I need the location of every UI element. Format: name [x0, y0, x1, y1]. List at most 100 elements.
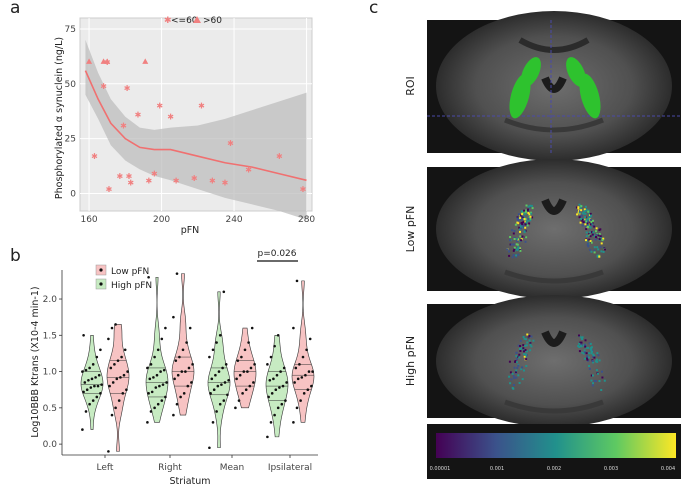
legend-label-le60: <=60	[171, 16, 198, 26]
ktrans-voxel	[530, 212, 533, 215]
ktrans-voxel	[519, 345, 522, 347]
ktrans-voxel	[590, 231, 593, 234]
ktrans-voxel	[588, 233, 590, 236]
ktrans-voxel	[514, 223, 517, 226]
ktrans-voxel	[598, 255, 601, 258]
ktrans-voxel	[512, 254, 515, 257]
ktrans-voxel	[585, 239, 587, 242]
colorbar-gradient	[436, 433, 676, 458]
ktrans-voxel	[519, 230, 521, 233]
x-tick-label: Ipsilateral	[268, 463, 312, 473]
ktrans-voxel	[529, 343, 532, 346]
data-point	[173, 377, 176, 381]
ktrans-voxel	[590, 250, 593, 253]
data-point	[83, 381, 87, 384]
mri-high-pfn-image	[427, 295, 681, 427]
ktrans-voxel	[515, 243, 518, 246]
ktrans-voxel	[511, 372, 514, 375]
ktrans-voxel	[588, 367, 591, 370]
legend-dot-low	[99, 268, 103, 272]
ktrans-voxel	[588, 226, 591, 228]
data-point	[95, 355, 99, 359]
ktrans-voxel	[589, 235, 592, 238]
data-point	[212, 388, 216, 392]
data-point	[266, 435, 269, 439]
ktrans-voxel	[523, 337, 526, 340]
data-point	[280, 402, 284, 406]
x-tick-label: 280	[298, 215, 315, 225]
ktrans-voxel	[525, 353, 527, 356]
ktrans-voxel	[593, 251, 596, 254]
data-point	[159, 370, 162, 373]
point-star: ✱	[91, 152, 98, 161]
ktrans-voxel	[526, 333, 529, 336]
ktrans-voxel	[585, 346, 588, 349]
ktrans-voxel	[599, 235, 602, 238]
data-point	[236, 359, 240, 362]
data-point	[155, 373, 159, 377]
ktrans-voxel	[591, 233, 594, 236]
data-point	[248, 384, 252, 388]
data-point	[249, 366, 253, 370]
ktrans-voxel	[580, 336, 583, 339]
ktrans-voxel	[582, 221, 585, 224]
mri-roi-image	[427, 11, 681, 161]
data-point	[94, 376, 97, 379]
ktrans-voxel	[520, 221, 523, 224]
data-point	[87, 378, 90, 382]
ktrans-voxel	[524, 223, 527, 226]
data-point	[123, 348, 127, 352]
ktrans-voxel	[600, 242, 603, 245]
y-tick-label: 75	[65, 25, 76, 35]
x-tick-label: 200	[153, 215, 170, 225]
colorbar-tick-label: 0.004	[661, 466, 675, 472]
data-point	[95, 395, 99, 399]
ktrans-voxel	[596, 352, 599, 355]
ktrans-voxel	[592, 355, 594, 358]
x-tick-label: Left	[97, 463, 114, 473]
ktrans-voxel	[521, 217, 524, 220]
data-point	[84, 410, 88, 413]
point-star: ✱	[117, 172, 124, 181]
ktrans-voxel	[531, 216, 534, 219]
data-point	[298, 363, 301, 366]
data-point	[276, 406, 280, 410]
ktrans-voxel	[580, 205, 583, 208]
data-point	[97, 373, 101, 377]
data-point	[238, 373, 242, 377]
data-point	[89, 386, 93, 389]
data-point	[84, 368, 88, 372]
legend-label-high: High pFN	[111, 281, 152, 291]
data-point	[208, 355, 211, 359]
panel-label-b: b	[10, 246, 21, 266]
legend-label-gt60: >60	[203, 16, 222, 26]
ktrans-voxel	[597, 372, 599, 375]
ktrans-voxel	[593, 354, 595, 357]
ktrans-voxel	[577, 206, 580, 209]
data-point	[99, 392, 102, 395]
ktrans-voxel	[521, 213, 524, 216]
ktrans-voxel	[524, 240, 527, 243]
data-point	[88, 402, 91, 406]
ktrans-voxel	[599, 246, 602, 249]
data-point	[302, 392, 306, 395]
ktrans-voxel	[577, 207, 580, 210]
point-star: ✱	[100, 82, 107, 91]
data-point	[99, 348, 102, 352]
ktrans-voxel	[592, 231, 595, 234]
ktrans-voxel	[583, 351, 586, 354]
confidence-band	[85, 39, 307, 220]
ktrans-voxel	[578, 203, 581, 206]
data-point	[220, 383, 223, 386]
legend: ✱ <=60 >60	[164, 16, 222, 26]
y-tick-label: 1.5	[43, 331, 57, 341]
ktrans-voxel	[513, 366, 516, 369]
colorbar: 0.00001 0.001 0.002 0.003 0.004	[427, 424, 681, 479]
ktrans-voxel	[595, 369, 598, 372]
violin-low-pfn	[106, 324, 130, 452]
data-point	[215, 341, 218, 344]
violin-low-pfn	[233, 327, 257, 409]
ktrans-voxel	[581, 336, 584, 339]
data-point	[253, 363, 256, 366]
